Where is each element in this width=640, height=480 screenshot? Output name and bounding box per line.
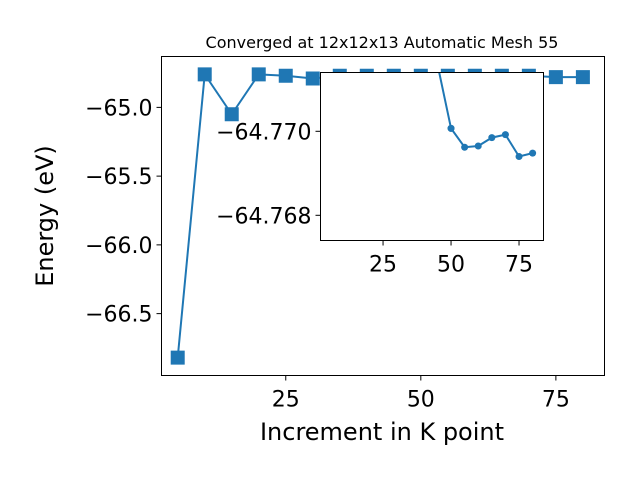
inset-x-tick-label-1: 50	[437, 253, 465, 278]
y-axis-label: Energy (eV)	[31, 145, 59, 287]
inset-x-tick-label-0: 25	[369, 253, 397, 278]
main-marker-0-14	[548, 70, 563, 85]
inset-marker-0-2	[474, 142, 482, 150]
inset-plot-frame	[320, 72, 544, 241]
main-y-tick-label-2: −66.0	[85, 234, 152, 259]
chart-title: Converged at 12x12x13 Automatic Mesh 55	[206, 33, 559, 52]
main-marker-0-4	[278, 68, 293, 83]
main-marker-0-3	[251, 67, 266, 82]
main-y-tick-label-0: −65.0	[85, 96, 152, 121]
main-plot-frame	[161, 56, 605, 376]
main-marker-0-5	[305, 71, 320, 86]
main-x-ticks: 25 50 75	[272, 375, 570, 413]
x-axis-label: Increment in K point	[260, 418, 504, 446]
inset-y-ticks: −64.770 −64.768	[216, 120, 321, 229]
inset-marker-0-1	[461, 143, 469, 151]
inset-x-tick-label-2: 75	[505, 253, 533, 278]
main-y-tick-label-3: −66.5	[85, 303, 152, 328]
inset-marker-0-3	[488, 134, 496, 142]
inset-marker-0-4	[501, 131, 509, 139]
main-y-tick-label-1: −65.5	[85, 165, 152, 190]
inset-marker-0-5	[515, 153, 523, 160]
inset-line-1	[438, 72, 453, 129]
main-x-tick-label-2: 75	[542, 388, 570, 413]
main-marker-0-0	[170, 350, 185, 365]
inset-y-tick-label-1: −64.768	[216, 204, 311, 229]
main-marker-0-2	[224, 107, 239, 122]
inset-y-tick-label-0: −64.770	[216, 120, 311, 145]
inset-x-ticks: 25 50 75	[369, 240, 533, 278]
inset-background	[320, 72, 544, 241]
main-marker-0-1	[197, 67, 212, 82]
main-x-tick-label-1: 50	[407, 388, 435, 413]
main-marker-0-15	[575, 70, 590, 85]
inset-marker-1-2	[447, 124, 455, 132]
main-y-ticks: −65.0 −65.5 −66.0 −66.5	[85, 96, 162, 328]
inset-marker-0-6	[529, 149, 537, 157]
inset-series	[438, 72, 537, 160]
main-x-tick-label-0: 25	[272, 388, 300, 413]
